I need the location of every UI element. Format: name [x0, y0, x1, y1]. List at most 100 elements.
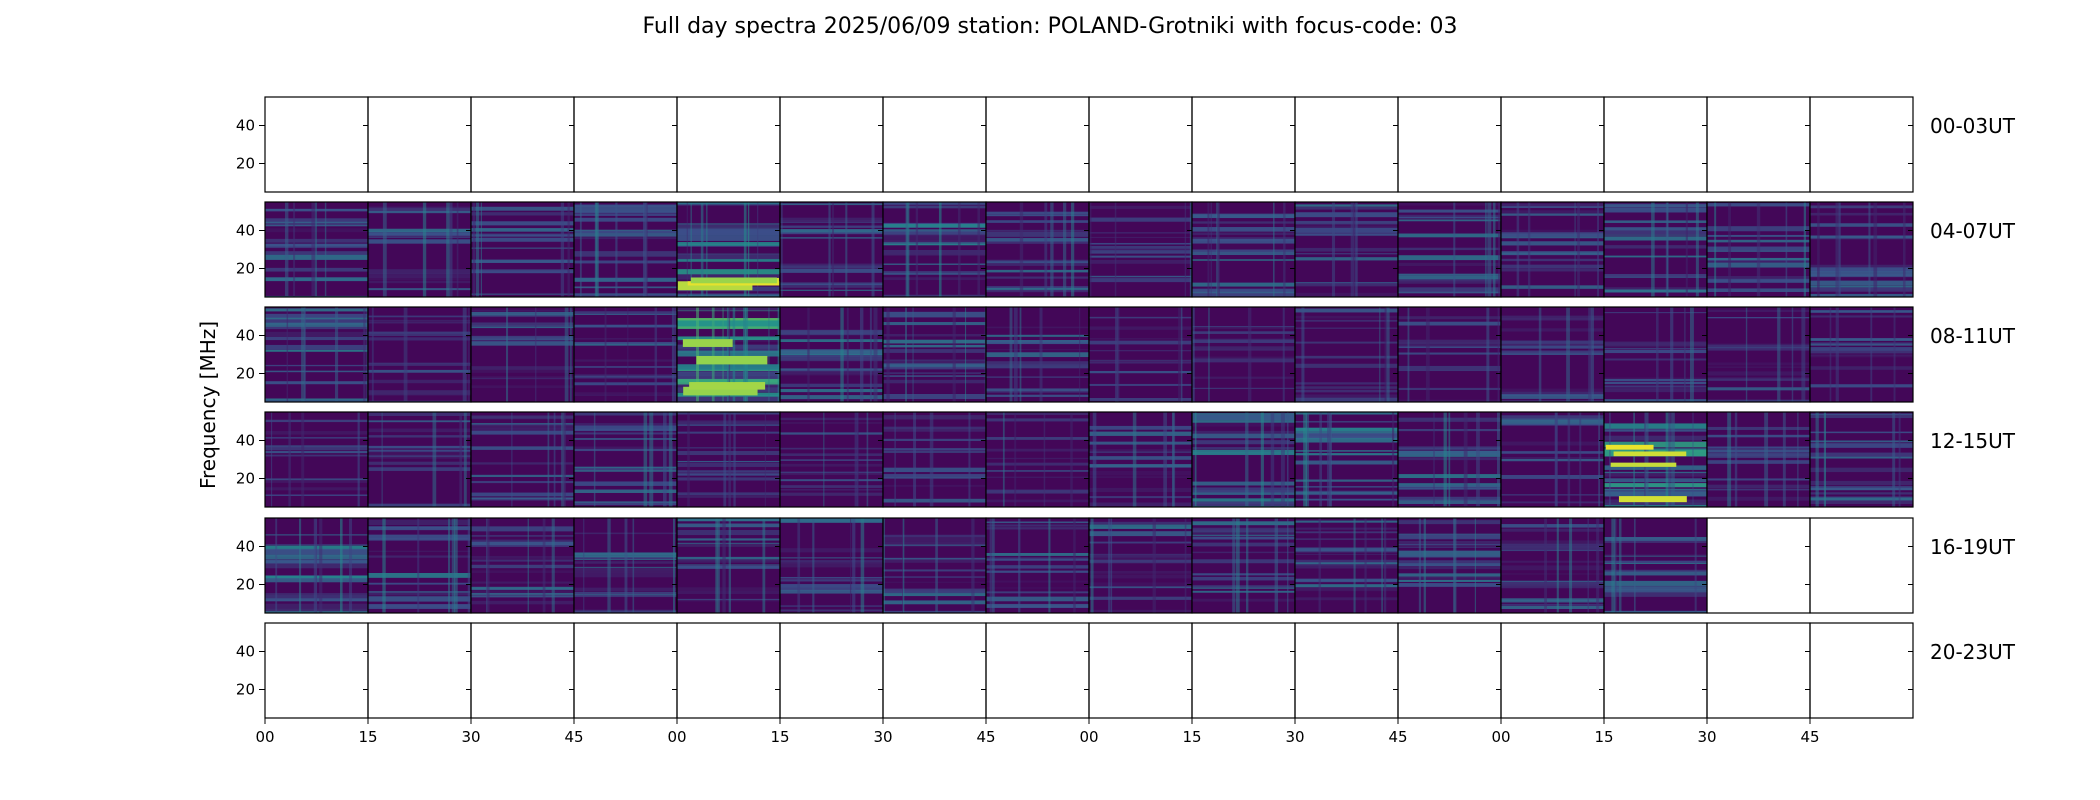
rfi-band [1810, 496, 1913, 498]
rfi-band [677, 565, 780, 569]
rfi-band [780, 492, 883, 496]
rfi-band [1501, 543, 1604, 548]
time-stripe [1014, 412, 1017, 507]
rfi-band [1501, 419, 1604, 424]
rfi-band [471, 564, 574, 569]
spectrum-heatmap [780, 307, 883, 402]
rfi-band [1192, 249, 1295, 252]
rfi-band [471, 385, 574, 389]
spectrum-heatmap [1501, 307, 1604, 402]
rfi-band [1398, 342, 1501, 345]
rfi-band [471, 555, 574, 559]
rfi-band [883, 339, 986, 344]
y-tick-label: 40 [236, 117, 255, 135]
rfi-band [986, 352, 1089, 358]
rfi-band [1707, 446, 1810, 449]
spectrum-panel [1603, 622, 1708, 719]
time-stripe [1486, 307, 1490, 402]
rfi-band [368, 456, 471, 459]
rfi-band [986, 570, 1089, 573]
rfi-band [1810, 287, 1913, 292]
rfi-band [1501, 476, 1604, 479]
time-stripe [1644, 412, 1646, 507]
rfi-band [1501, 388, 1604, 393]
rfi-band [1604, 483, 1707, 488]
rfi-band [883, 415, 986, 420]
time-stripe [1019, 202, 1024, 297]
time-stripe [1247, 307, 1252, 402]
rfi-band [574, 365, 677, 368]
rfi-band [574, 251, 677, 257]
rfi-band [471, 497, 574, 500]
rfi-band [1604, 555, 1707, 557]
panel-frame [264, 622, 369, 719]
rfi-band [368, 526, 471, 531]
rfi-band [1398, 387, 1501, 391]
time-stripe [1364, 518, 1367, 613]
time-stripe [717, 518, 720, 613]
rfi-band [1810, 480, 1913, 486]
rfi-band [1089, 275, 1192, 278]
spectrum-panel [779, 622, 884, 719]
rfi-band [780, 368, 883, 371]
rfi-band [368, 445, 471, 449]
rfi-band [1398, 262, 1501, 267]
time-stripe [1386, 307, 1390, 402]
rfi-band [1604, 537, 1707, 542]
rfi-band [1604, 358, 1707, 361]
rfi-band [986, 489, 1089, 494]
spectrum-panel [1191, 411, 1296, 508]
spectrum-heatmap [986, 202, 1089, 297]
rfi-band [780, 557, 883, 559]
rfi-band [1501, 232, 1604, 237]
spectrum-panel [1191, 201, 1296, 298]
rfi-band [883, 576, 986, 578]
rfi-band [1192, 585, 1295, 588]
rfi-band [1604, 341, 1707, 346]
rfi-band [677, 234, 780, 241]
rfi-band [1707, 366, 1810, 368]
rfi-band [1604, 245, 1707, 249]
rfi-band [1604, 472, 1707, 477]
rfi-band [1398, 520, 1501, 525]
panel-frame [1809, 306, 1914, 403]
rfi-band [1501, 351, 1604, 355]
rfi-band [1089, 383, 1192, 386]
panel-frame [779, 96, 884, 193]
rfi-band [883, 393, 986, 400]
rfi-band [1707, 460, 1810, 464]
row-time-label: 20-23UT [1930, 640, 2016, 664]
spectrum-panel [470, 411, 575, 508]
panel-frame [1809, 96, 1914, 193]
rfi-band [1810, 264, 1913, 270]
rfi-band [986, 558, 1089, 561]
time-stripe [642, 202, 647, 297]
rfi-band [574, 359, 677, 362]
panel-frame [985, 96, 1090, 193]
time-stripe [456, 202, 459, 297]
rfi-band [471, 594, 574, 598]
time-stripe [1734, 412, 1738, 507]
rfi-band [471, 221, 574, 226]
rfi-band [1398, 576, 1501, 581]
spectrum-heatmap [1398, 307, 1501, 402]
spectrum-panel [1294, 306, 1399, 403]
rfi-band [1604, 207, 1707, 213]
time-stripe [849, 518, 852, 613]
spectrum-panel [1500, 306, 1605, 403]
time-stripe [334, 307, 339, 402]
rfi-band [1295, 559, 1398, 565]
rfi-band [986, 557, 1089, 559]
rfi-band [986, 363, 1089, 369]
rfi-band [471, 415, 574, 419]
rfi-band [883, 600, 986, 605]
time-stripe [938, 202, 942, 297]
rfi-band [1501, 606, 1604, 610]
spectrum-panel [573, 411, 678, 508]
rfi-band [368, 420, 471, 423]
rfi-band [1089, 250, 1192, 254]
time-stripe [1071, 202, 1075, 297]
rfi-band [1089, 431, 1192, 436]
rfi-band [1089, 449, 1192, 454]
rfi-band [1295, 412, 1398, 415]
